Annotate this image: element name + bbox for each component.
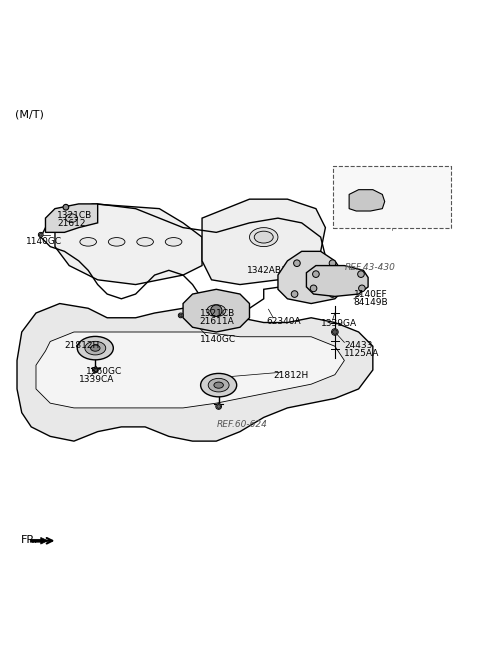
Text: REF.60-624: REF.60-624 (216, 420, 267, 429)
Circle shape (329, 291, 336, 297)
Text: 24433: 24433 (344, 341, 373, 350)
Text: 1140EF: 1140EF (354, 290, 387, 299)
Ellipse shape (91, 345, 100, 351)
Polygon shape (36, 332, 344, 408)
Circle shape (291, 291, 298, 297)
Circle shape (94, 368, 97, 372)
Text: 1360GC: 1360GC (86, 367, 122, 376)
Polygon shape (183, 290, 250, 332)
Circle shape (63, 205, 69, 210)
Text: 1339GA: 1339GA (321, 319, 357, 328)
Ellipse shape (208, 378, 229, 392)
Text: 62340A: 62340A (266, 317, 300, 326)
Polygon shape (55, 204, 202, 285)
Text: 21612: 21612 (57, 219, 86, 228)
Ellipse shape (165, 238, 182, 246)
Polygon shape (278, 252, 344, 303)
Ellipse shape (66, 214, 77, 222)
Polygon shape (17, 303, 373, 441)
Circle shape (333, 329, 337, 335)
Polygon shape (202, 199, 325, 285)
Circle shape (359, 285, 365, 291)
Polygon shape (46, 204, 97, 232)
Text: FR.: FR. (21, 535, 38, 544)
Text: 1321CB: 1321CB (57, 211, 93, 220)
Text: 21611A: 21611A (200, 317, 234, 326)
Text: 1342AB: 1342AB (247, 266, 282, 275)
Ellipse shape (108, 238, 125, 246)
Text: (-120724): (-120724) (354, 199, 398, 208)
Circle shape (179, 314, 182, 317)
Circle shape (217, 404, 220, 408)
Circle shape (179, 313, 183, 318)
Ellipse shape (85, 341, 106, 355)
Text: 84149B: 84149B (354, 297, 388, 307)
Text: (M/T): (M/T) (14, 110, 44, 120)
Text: 21813A: 21813A (361, 208, 396, 217)
Ellipse shape (80, 238, 96, 246)
Ellipse shape (207, 305, 226, 317)
Text: REF.60-624: REF.60-624 (216, 420, 266, 429)
Ellipse shape (250, 228, 278, 246)
Polygon shape (306, 266, 368, 296)
Polygon shape (349, 190, 384, 211)
Circle shape (294, 260, 300, 266)
Ellipse shape (137, 238, 154, 246)
Text: 21812H: 21812H (273, 371, 309, 380)
Text: 21812H: 21812H (64, 341, 100, 350)
Ellipse shape (77, 337, 113, 360)
Ellipse shape (214, 382, 223, 388)
Circle shape (312, 271, 319, 278)
Circle shape (39, 233, 42, 236)
Circle shape (216, 404, 221, 409)
FancyBboxPatch shape (333, 166, 451, 228)
Polygon shape (30, 537, 48, 544)
Text: 1140GC: 1140GC (25, 237, 61, 246)
Circle shape (350, 200, 357, 207)
Text: 1339CA: 1339CA (79, 375, 114, 384)
Circle shape (310, 285, 317, 291)
Text: 1140GC: 1140GC (200, 335, 236, 343)
Circle shape (38, 232, 43, 237)
Text: REF.43-430: REF.43-430 (344, 264, 395, 272)
Circle shape (332, 329, 338, 335)
Circle shape (376, 200, 383, 207)
Text: REF.43-430: REF.43-430 (344, 264, 395, 272)
Circle shape (211, 305, 222, 316)
Circle shape (93, 367, 98, 373)
Ellipse shape (201, 373, 237, 397)
Text: 1125AA: 1125AA (344, 349, 380, 358)
Circle shape (358, 271, 364, 278)
Circle shape (329, 260, 336, 266)
Ellipse shape (254, 231, 273, 243)
Text: 1321CB: 1321CB (200, 309, 235, 317)
